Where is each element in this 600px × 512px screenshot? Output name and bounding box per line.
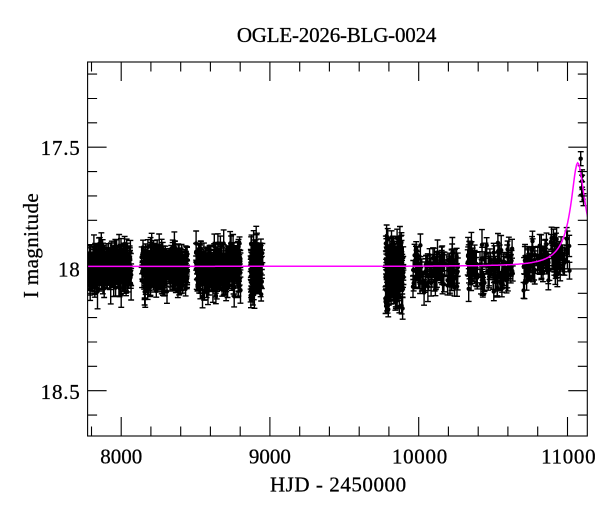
svg-text:18.5: 18.5 <box>41 380 81 404</box>
svg-text:18: 18 <box>58 258 81 282</box>
svg-text:10000: 10000 <box>392 444 448 468</box>
svg-text:17.5: 17.5 <box>41 136 81 160</box>
svg-text:I magnitude: I magnitude <box>19 193 43 298</box>
svg-text:OGLE-2026-BLG-0024: OGLE-2026-BLG-0024 <box>237 23 437 47</box>
svg-text:HJD - 2450000: HJD - 2450000 <box>270 473 407 497</box>
svg-text:11000: 11000 <box>541 444 596 468</box>
svg-text:8000: 8000 <box>100 444 142 468</box>
svg-text:9000: 9000 <box>249 444 291 468</box>
